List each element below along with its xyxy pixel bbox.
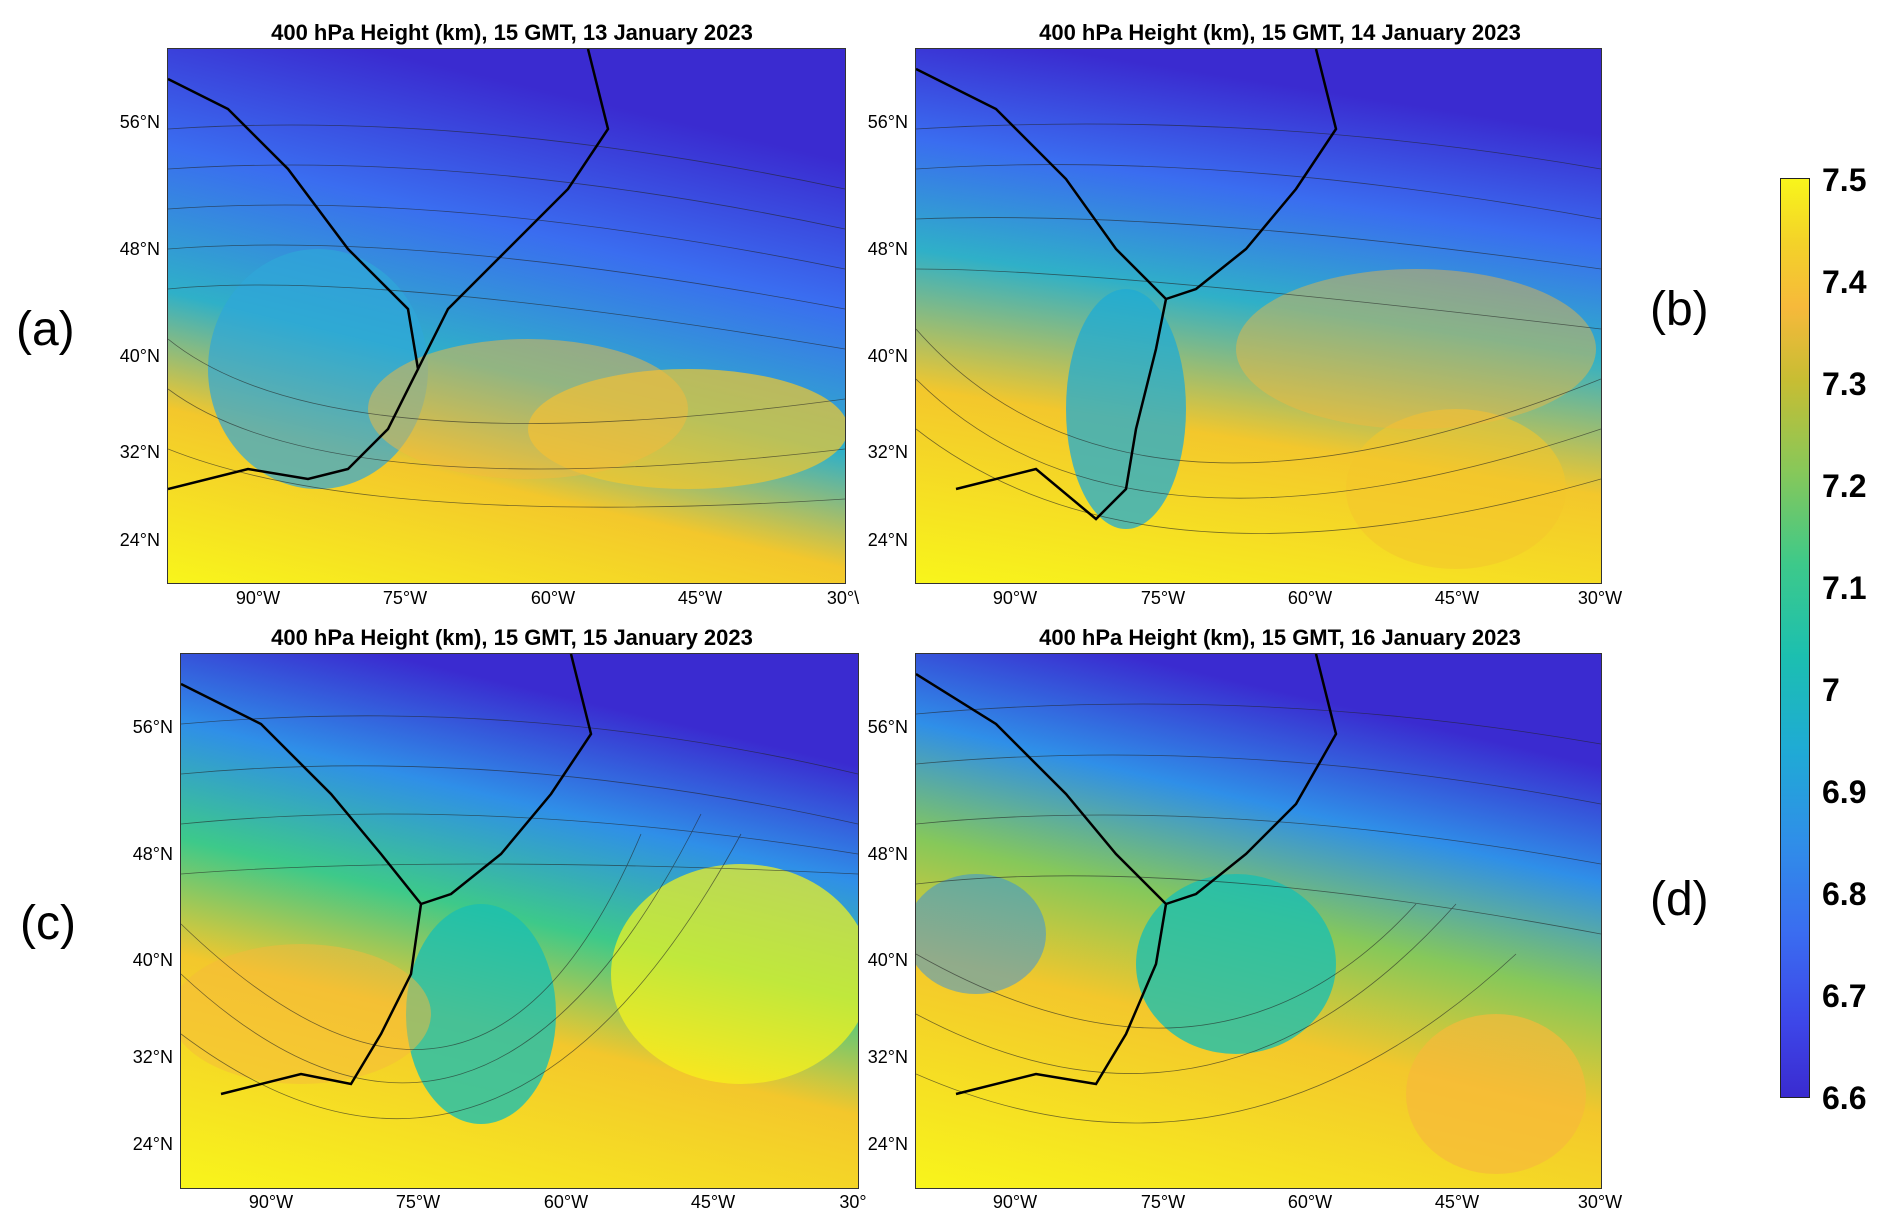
lat-label: 40°N <box>867 346 908 366</box>
lon-label: 30°W <box>1577 1192 1623 1212</box>
lat-label: 56°N <box>132 717 173 737</box>
colorbar-tick: 7.5 <box>1822 162 1867 198</box>
lon-label: 90°W <box>235 588 281 608</box>
lat-label: 32°N <box>132 1047 173 1067</box>
lat-label: 32°N <box>867 1047 908 1067</box>
lon-label: 60°W <box>530 588 576 608</box>
lon-label: 45°W <box>1434 1192 1480 1212</box>
panel-title: 400 hPa Height (km), 15 GMT, 15 January … <box>271 625 753 650</box>
lon-label: 90°W <box>992 1192 1038 1212</box>
lat-label: 32°N <box>119 442 160 462</box>
lon-label: 30° <box>839 1192 867 1212</box>
lat-label: 24°N <box>867 1134 908 1154</box>
colorbar-tick: 6.8 <box>1822 876 1867 912</box>
lon-label: 90°W <box>992 588 1038 608</box>
lat-label: 24°N <box>132 1134 173 1154</box>
colorbar-tick: 7.1 <box>1822 570 1867 606</box>
colorbar-tick: 7.3 <box>1822 366 1867 402</box>
lon-label: 90°W <box>248 1192 294 1212</box>
colorbar <box>1780 178 1810 1098</box>
colorbar-tick: 7.4 <box>1822 264 1867 300</box>
lat-label: 40°N <box>867 950 908 970</box>
lon-label: 60°W <box>1287 1192 1333 1212</box>
map-plot <box>915 653 1602 1189</box>
lat-label: 24°N <box>119 530 160 550</box>
lat-label: 56°N <box>867 717 908 737</box>
lat-label: 24°N <box>867 530 908 550</box>
lat-label: 56°N <box>119 112 160 132</box>
lon-label: 45°W <box>677 588 723 608</box>
panel-label: (b) <box>1650 283 1709 336</box>
lon-label: 30°W <box>1577 588 1623 608</box>
lat-label: 48°N <box>119 239 160 259</box>
lon-label: 75°W <box>1140 1192 1186 1212</box>
lat-label: 40°N <box>132 950 173 970</box>
lon-label: 45°W <box>690 1192 736 1212</box>
lat-label: 48°N <box>132 844 173 864</box>
lon-label: 60°W <box>1287 588 1333 608</box>
panel-label: (d) <box>1650 873 1709 926</box>
map-plot <box>167 48 846 584</box>
lat-label: 48°N <box>867 239 908 259</box>
lat-label: 56°N <box>867 112 908 132</box>
lon-label: 45°W <box>1434 588 1480 608</box>
colorbar-tick: 6.9 <box>1822 774 1867 810</box>
map-plot <box>915 48 1602 584</box>
lon-label: 30°\ <box>826 588 860 608</box>
lon-label: 75°W <box>382 588 428 608</box>
lat-label: 32°N <box>867 442 908 462</box>
lon-label: 75°W <box>395 1192 441 1212</box>
colorbar-tick: 7.2 <box>1822 468 1867 504</box>
panel-title: 400 hPa Height (km), 15 GMT, 13 January … <box>271 20 753 45</box>
colorbar-tick: 6.7 <box>1822 978 1867 1014</box>
panel-label: (c) <box>20 897 76 950</box>
lat-label: 48°N <box>867 844 908 864</box>
panel-title: 400 hPa Height (km), 15 GMT, 14 January … <box>1039 20 1521 45</box>
panel-label: (a) <box>16 303 75 356</box>
lat-label: 40°N <box>119 346 160 366</box>
colorbar-tick: 7 <box>1822 672 1840 708</box>
panel-title: 400 hPa Height (km), 15 GMT, 16 January … <box>1039 625 1521 650</box>
colorbar-tick: 6.6 <box>1822 1080 1867 1116</box>
map-plot <box>180 653 859 1189</box>
lon-label: 75°W <box>1140 588 1186 608</box>
lon-label: 60°W <box>543 1192 589 1212</box>
